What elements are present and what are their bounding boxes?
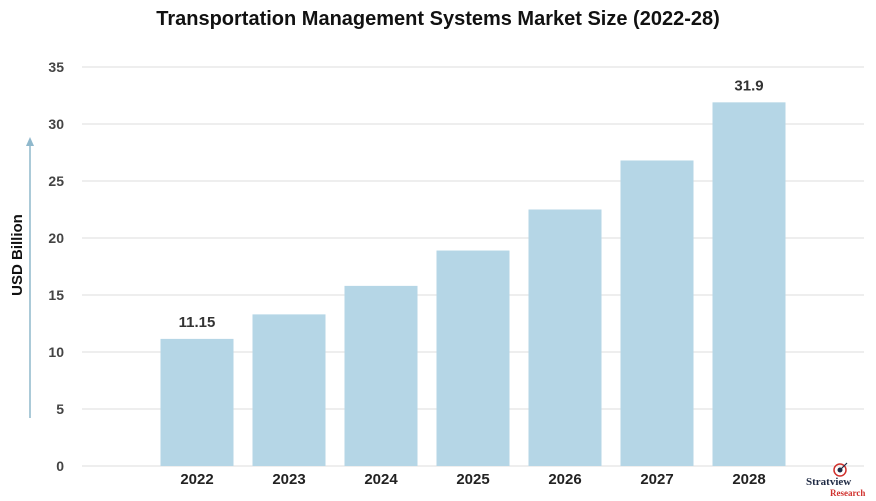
y-tick-label: 25 [48, 173, 64, 189]
y-tick-label: 30 [48, 116, 64, 132]
data-label-2028: 31.9 [734, 77, 763, 94]
x-axis-ticks: 2022 2023 2024 2025 2026 2027 2028 [180, 471, 765, 488]
x-tick-label: 2022 [180, 471, 213, 488]
y-axis-arrowhead [26, 137, 34, 146]
data-label-2022: 11.15 [179, 314, 216, 331]
y-axis-title: USD Billion [9, 214, 26, 296]
bar-2027 [620, 160, 694, 467]
bar-2022 [160, 338, 234, 466]
bar-2023 [252, 314, 326, 466]
x-tick-label: 2027 [640, 471, 673, 488]
logo-text-primary: Stratview [806, 476, 852, 488]
data-labels: 11.15 31.9 [179, 77, 764, 331]
brand-logo: Stratview Research [800, 462, 870, 500]
chart-title: Transportation Management Systems Market… [156, 8, 720, 30]
y-tick-label: 15 [48, 287, 64, 303]
bar-2024 [344, 285, 418, 466]
bar-2025 [436, 250, 510, 466]
x-tick-label: 2028 [732, 471, 765, 488]
y-tick-label: 10 [48, 344, 64, 360]
bar-2028 [712, 102, 786, 466]
y-tick-label: 35 [48, 59, 64, 75]
y-axis-ticks: 0 5 10 15 20 25 30 35 [48, 59, 64, 474]
x-tick-label: 2023 [272, 471, 305, 488]
x-tick-label: 2024 [364, 471, 398, 488]
y-tick-label: 20 [48, 230, 64, 246]
bar-2026 [528, 209, 602, 466]
y-tick-label: 0 [56, 458, 64, 474]
x-tick-label: 2025 [456, 471, 489, 488]
y-axis-title-group: USD Billion [9, 137, 34, 418]
target-icon [833, 462, 848, 477]
logo-text-secondary: Research [830, 488, 866, 498]
bars [160, 102, 786, 467]
x-tick-label: 2026 [548, 471, 581, 488]
y-tick-label: 5 [56, 401, 64, 417]
